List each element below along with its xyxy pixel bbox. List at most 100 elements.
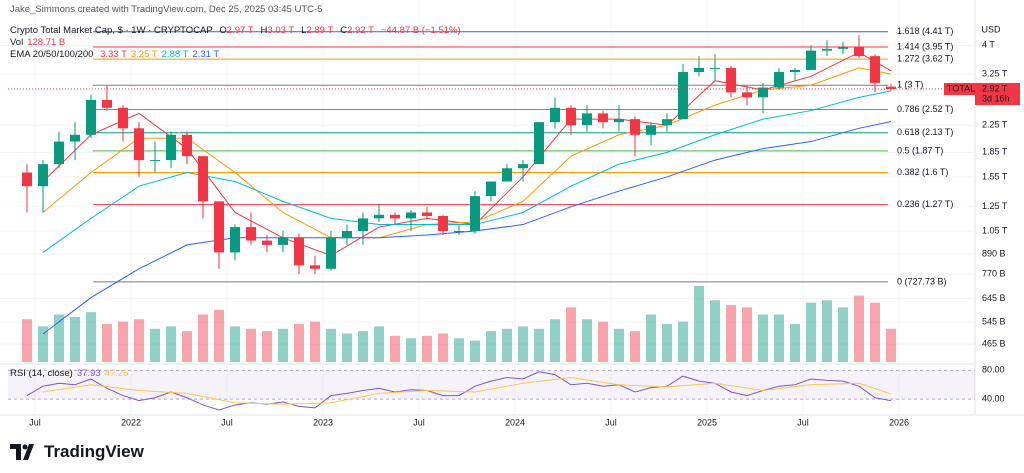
candle-body xyxy=(150,160,160,162)
volume-bar xyxy=(806,302,816,362)
quote-item: H3.03 T xyxy=(261,25,299,36)
quote-item: O2.97 T xyxy=(219,25,257,36)
volume-bar xyxy=(358,331,368,362)
y-tick-label: 1.05 T xyxy=(982,225,1008,235)
candle-body xyxy=(86,99,96,135)
candle-body xyxy=(486,181,496,197)
candle-body xyxy=(294,237,304,266)
y-tick-label: 2.25 T xyxy=(982,120,1008,130)
volume-bar xyxy=(166,326,176,362)
candle-body xyxy=(662,119,672,126)
fib-label: 0.236 (1.27 T) xyxy=(897,199,953,209)
x-tick-label: Jul xyxy=(221,417,233,427)
candle-body xyxy=(710,67,720,69)
fib-label: 1.618 (4.41 T) xyxy=(897,26,953,36)
fib-label: 1.272 (3.62 T) xyxy=(897,54,953,64)
rsi-ma-line xyxy=(42,377,892,405)
volume-bar xyxy=(838,307,848,362)
y-tick-label: 3.25 T xyxy=(982,69,1008,79)
volume-bar xyxy=(582,319,592,362)
volume-bar xyxy=(822,300,832,362)
candle-body xyxy=(134,128,144,161)
volume-bar xyxy=(518,326,528,362)
candle-body xyxy=(182,134,192,157)
candle-body xyxy=(118,107,128,129)
volume-bar xyxy=(566,307,576,362)
volume-bar xyxy=(86,312,96,362)
volume-bar xyxy=(630,331,640,362)
x-tick-label: 2026 xyxy=(889,417,909,427)
x-tick-label: 2024 xyxy=(505,417,525,427)
candle-body xyxy=(790,69,800,73)
volume-legend: Vol 128.71 B xyxy=(10,37,69,48)
ema-value: 2.31 T xyxy=(192,49,220,60)
volume-bar xyxy=(662,324,672,362)
volume-bar xyxy=(710,300,720,362)
candle-body xyxy=(566,107,576,126)
quote-value: 2.89 T xyxy=(306,25,334,36)
ema-line xyxy=(42,90,892,253)
volume-bar xyxy=(150,328,160,362)
volume-bar xyxy=(534,328,544,362)
volume-bar xyxy=(854,295,864,362)
quote-label: O xyxy=(219,25,227,36)
y-tick-label: 465 B xyxy=(982,338,1006,348)
badge-name: TOTAL xyxy=(947,83,975,93)
volume-bar xyxy=(102,324,112,362)
candle-body xyxy=(694,67,704,73)
x-tick-label: Jul xyxy=(413,417,425,427)
volume-bar xyxy=(614,328,624,362)
rsi-tick-label: 80.00 xyxy=(982,365,1005,375)
quote-label: L xyxy=(301,25,307,36)
y-tick-label: 1.55 T xyxy=(982,171,1008,181)
quote-value: −44.87 B (−1.51%) xyxy=(380,25,461,36)
volume-bar xyxy=(454,338,464,362)
candle-body xyxy=(438,215,448,232)
candle-body xyxy=(742,92,752,98)
candle-body xyxy=(262,240,272,245)
volume-bar xyxy=(646,314,656,362)
volume-bar xyxy=(742,307,752,362)
rsi-ma-value: 47.25 xyxy=(104,368,129,379)
fib-label: 1 (3 T) xyxy=(897,80,923,90)
price-axis-bg xyxy=(975,0,1024,440)
candle-body xyxy=(886,86,896,90)
candle-body xyxy=(38,164,48,187)
rsi-legend: RSI (14, close) 37.93 47.25 xyxy=(10,368,132,379)
candle-body xyxy=(310,265,320,269)
x-tick-label: 2022 xyxy=(121,417,141,427)
x-tick-label: 2023 xyxy=(313,417,333,427)
credit-text: Jake_Simmons created with TradingView.co… xyxy=(10,4,323,15)
volume-bar xyxy=(422,335,432,362)
x-tick-label: 2025 xyxy=(697,417,717,427)
volume-bar xyxy=(342,333,352,362)
candle-body xyxy=(342,231,352,238)
y-tick-label: 890 B xyxy=(982,248,1006,258)
rsi-tick-label: 40.00 xyxy=(982,394,1005,404)
fib-label: 0.618 (2.13 T) xyxy=(897,127,953,137)
candle-body xyxy=(374,214,384,219)
volume-bar xyxy=(870,302,880,362)
volume-bar xyxy=(390,335,400,362)
volume-bar xyxy=(374,326,384,362)
fib-label: 0.5 (1.87 T) xyxy=(897,145,943,155)
candle-body xyxy=(502,168,512,182)
y-tick-label: 770 B xyxy=(982,268,1006,278)
logo: TradingView xyxy=(10,442,144,462)
candle-body xyxy=(678,72,688,120)
candle-body xyxy=(646,125,656,135)
candle-body xyxy=(758,87,768,98)
volume-value: 128.71 B xyxy=(27,37,66,48)
candle-body xyxy=(838,47,848,49)
candle-body xyxy=(358,218,368,232)
quote-value: 2.97 T xyxy=(226,25,254,36)
volume-bar xyxy=(726,305,736,362)
ema-title: EMA 20/50/100/200 xyxy=(10,49,94,60)
volume-bar xyxy=(886,328,896,362)
volume-bar xyxy=(118,321,128,362)
axis-unit: USD xyxy=(981,24,1001,34)
candle-body xyxy=(198,156,208,202)
volume-bar xyxy=(470,340,480,362)
y-tick-label: 4 T xyxy=(982,40,995,50)
rsi-value: 37.93 xyxy=(76,368,101,379)
